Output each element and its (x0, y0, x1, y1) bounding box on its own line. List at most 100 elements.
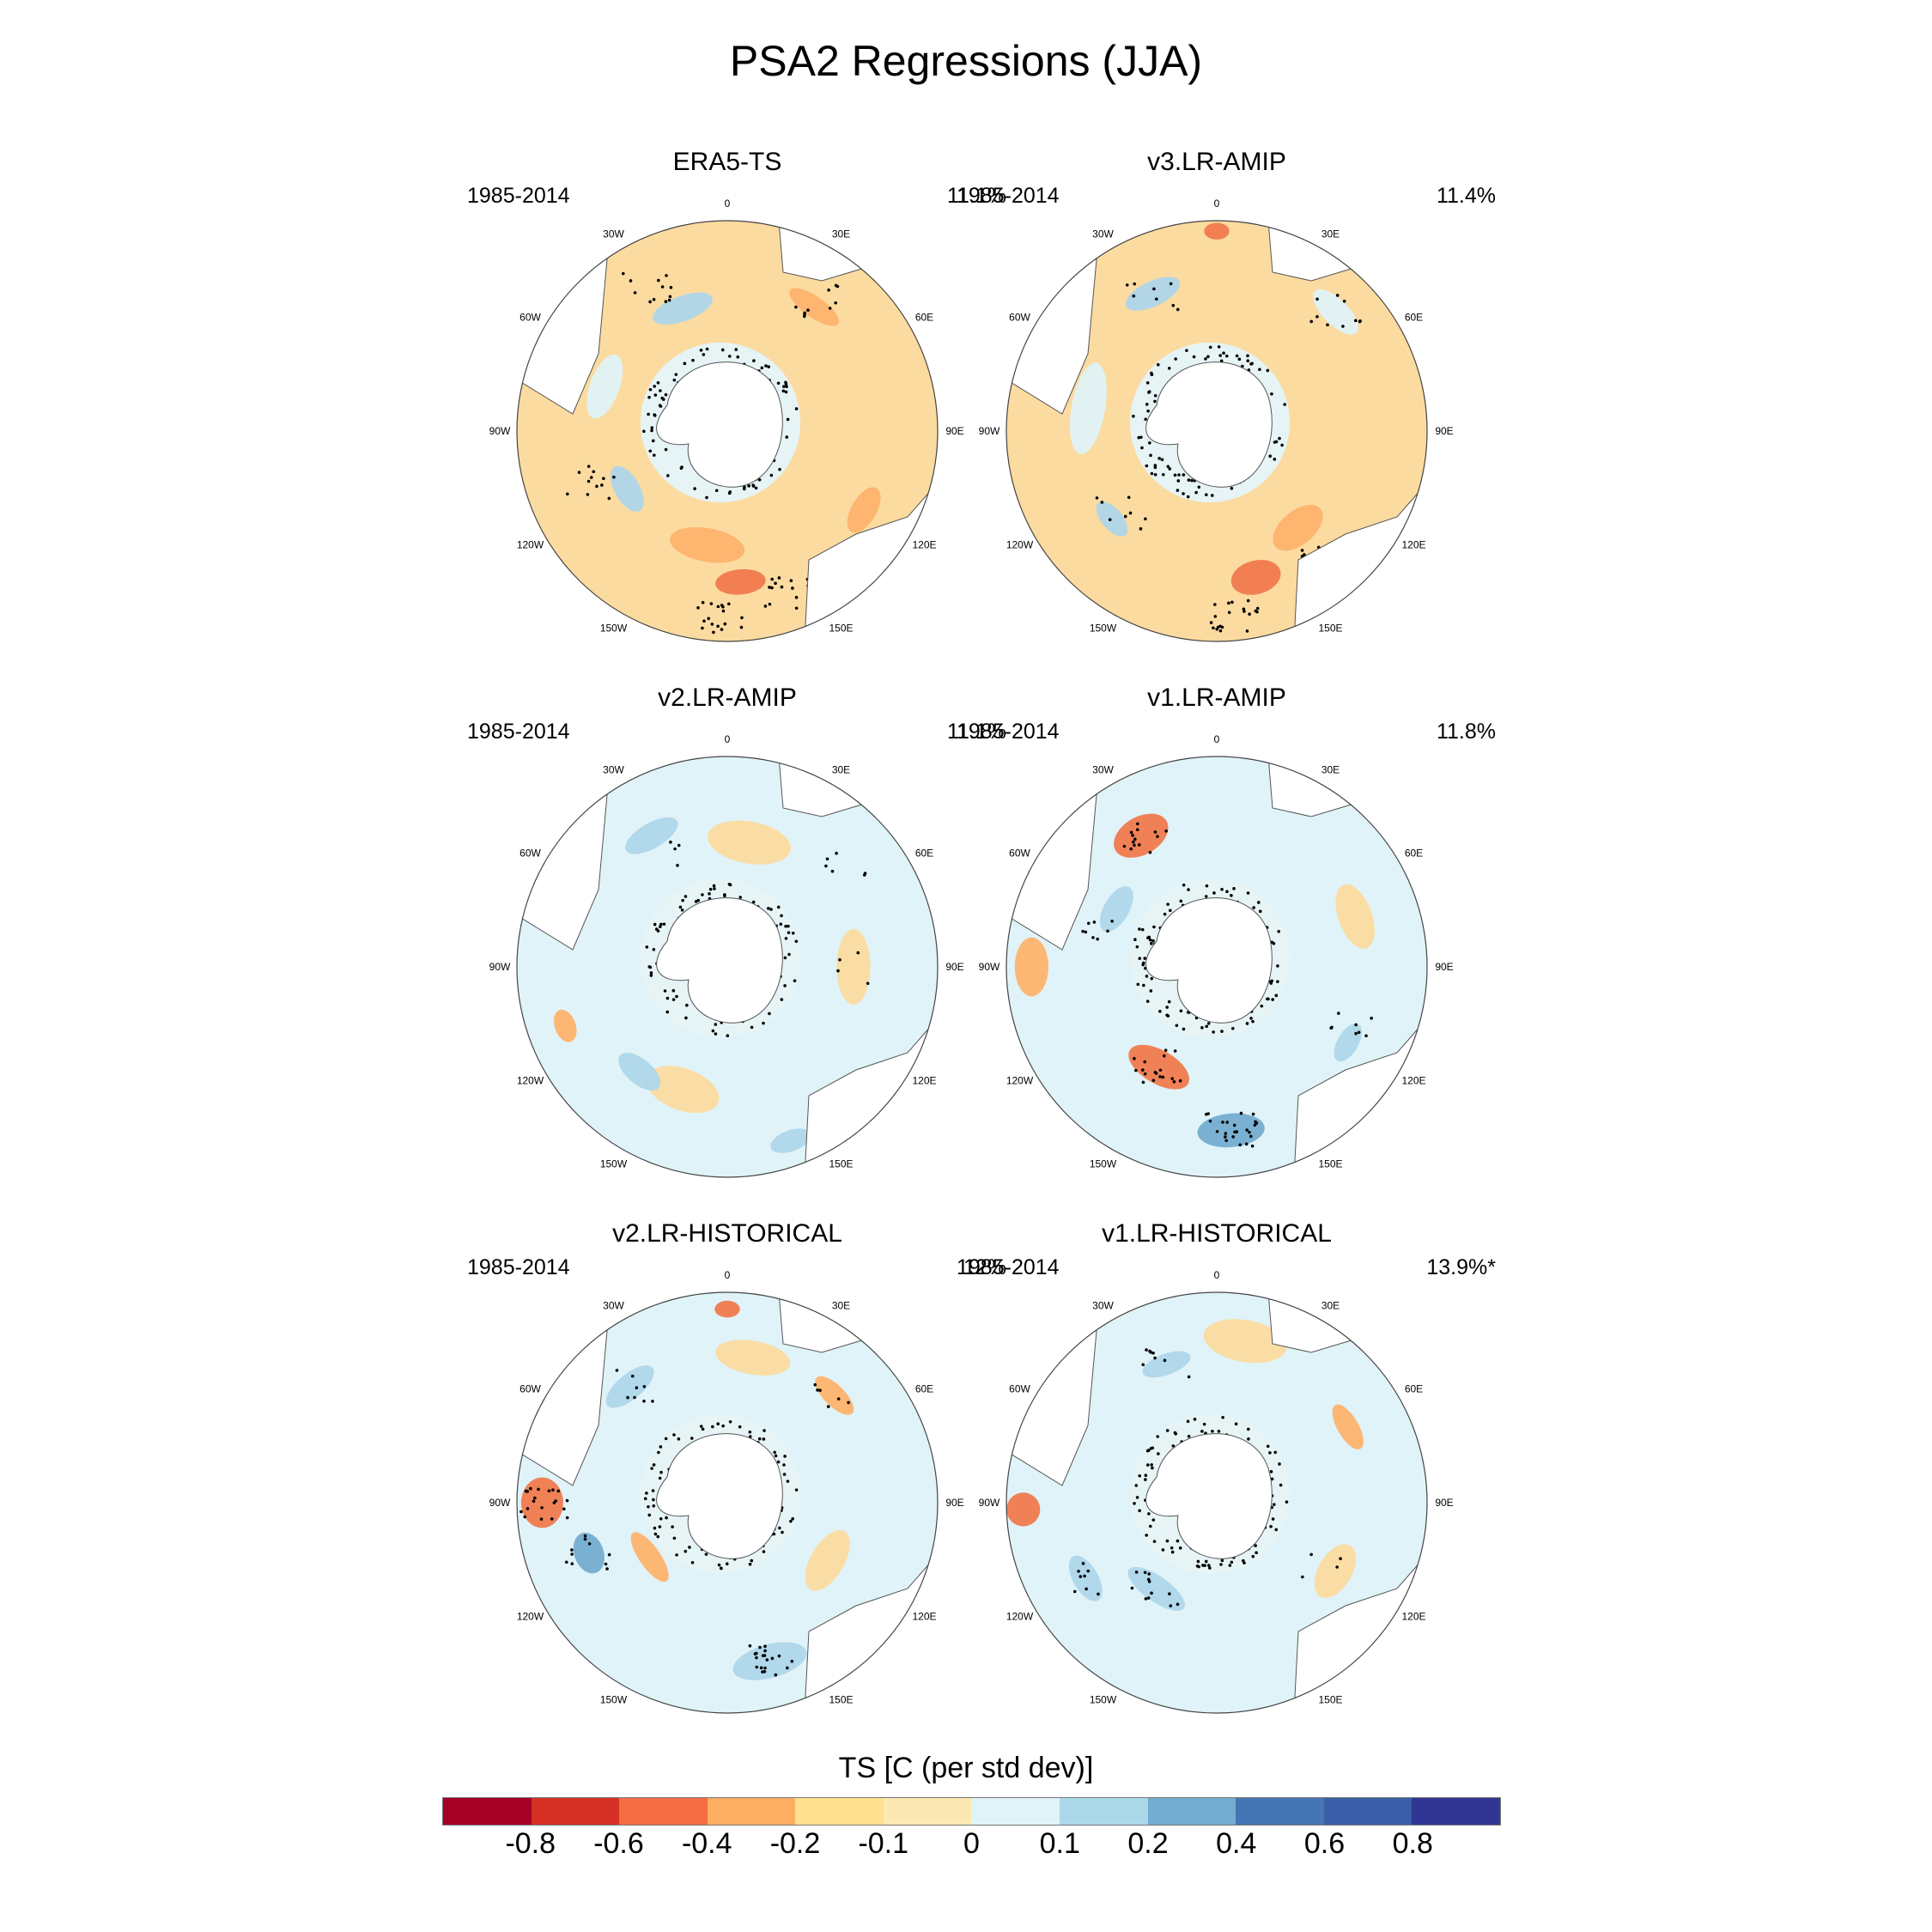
significance-dot (721, 1425, 725, 1428)
significance-dot (652, 1498, 655, 1502)
significance-dot (653, 453, 656, 457)
significance-dot (1162, 1076, 1165, 1079)
africa-landmass (779, 221, 865, 281)
significance-dot (702, 1428, 705, 1431)
colorbar-tick-label: 0.2 (1127, 1827, 1168, 1861)
significance-dot (1150, 1592, 1153, 1595)
significance-dot (1194, 1418, 1197, 1421)
map-panel-v1-lr-amip: v1.LR-AMIP 1985-2014 11.8% 0 30E 60E 90E 120… (916, 683, 1517, 1199)
significance-dot (1173, 1080, 1176, 1084)
significance-dot (1151, 1446, 1154, 1449)
significance-dot (1257, 901, 1261, 904)
significance-dot (1140, 447, 1144, 450)
significance-dot (787, 925, 790, 928)
longitude-label: 30E (832, 764, 850, 776)
significance-dot (1213, 603, 1217, 606)
significance-dot (659, 404, 663, 408)
significance-dot (1097, 1593, 1100, 1596)
significance-dot (1337, 1012, 1340, 1015)
significance-dot (654, 1533, 658, 1536)
significance-dot (548, 1489, 551, 1492)
significance-dot (1278, 1462, 1281, 1466)
significance-dot (650, 974, 653, 977)
significance-dot (1150, 977, 1153, 981)
significance-dot (1155, 1072, 1158, 1075)
significance-dot (1084, 1588, 1088, 1591)
significance-dot (647, 965, 651, 969)
significance-dot (526, 1507, 530, 1510)
significance-dot (1170, 1077, 1174, 1080)
significance-dot (1152, 1078, 1156, 1082)
significance-dot (713, 887, 716, 890)
longitude-label: 120W (517, 1075, 544, 1087)
significance-dot (1154, 473, 1157, 477)
significance-dot (1182, 473, 1186, 477)
significance-dot (1151, 374, 1154, 377)
significance-dot (1187, 1420, 1190, 1424)
significance-dot (1185, 349, 1188, 352)
significance-dot (762, 1550, 766, 1553)
significance-dot (824, 865, 828, 868)
significance-dot (1224, 1139, 1228, 1142)
significance-dot (669, 841, 672, 844)
significance-dot (1149, 454, 1152, 458)
significance-dot (1163, 913, 1167, 916)
significance-dot (1267, 998, 1270, 1001)
significance-dot (780, 914, 783, 918)
longitude-label: 180 (1208, 1724, 1225, 1726)
significance-dot (675, 995, 678, 999)
significance-dot (1370, 1017, 1373, 1020)
significance-dot (1220, 1030, 1224, 1033)
significance-dot (1238, 358, 1242, 361)
significance-dot (792, 932, 795, 935)
panel-title: v3.LR-AMIP (916, 148, 1517, 177)
significance-dot (1276, 980, 1279, 983)
longitude-label: 30E (832, 1300, 850, 1312)
significance-dot (778, 1527, 781, 1530)
significance-dot (562, 1507, 566, 1510)
significance-dot (605, 1563, 608, 1566)
significance-dot (659, 1517, 663, 1521)
significance-dot (602, 477, 605, 480)
significance-dot (734, 348, 738, 351)
longitude-label: 30E (1321, 1300, 1340, 1312)
significance-dot (1221, 626, 1224, 629)
significance-dot (1219, 1563, 1223, 1566)
significance-dot (726, 1034, 729, 1037)
significance-dot (755, 1666, 758, 1669)
significance-dot (1174, 474, 1177, 477)
significance-dot (1174, 357, 1177, 361)
significance-dot (736, 355, 739, 359)
significance-dot (642, 1400, 646, 1403)
longitude-label: 90E (1435, 425, 1453, 437)
significance-dot (784, 380, 787, 384)
africa-landmass (1268, 1292, 1354, 1352)
significance-dot (1252, 906, 1255, 909)
significance-dot (1131, 1587, 1134, 1590)
significance-dot (1150, 942, 1153, 945)
significance-dot (612, 476, 616, 479)
significance-dot (1197, 1560, 1200, 1564)
significance-dot (1136, 945, 1139, 949)
significance-dot (648, 449, 652, 453)
significance-dot (1343, 300, 1346, 303)
significance-dot (1096, 938, 1099, 941)
significance-dot (1251, 1020, 1255, 1024)
significance-dot (661, 285, 665, 289)
significance-dot (778, 1655, 781, 1658)
significance-dot (1251, 1555, 1255, 1558)
longitude-label: 150E (829, 622, 853, 634)
significance-dot (681, 908, 684, 912)
significance-dot (1147, 1572, 1151, 1576)
significance-dot (551, 1488, 555, 1492)
significance-dot (1138, 843, 1141, 847)
significance-dot (683, 362, 687, 366)
significance-dot (1146, 410, 1150, 413)
significance-dot (1225, 355, 1229, 358)
significance-dot (1221, 1416, 1224, 1419)
significance-dot (1224, 1132, 1228, 1135)
significance-dot (791, 1660, 794, 1663)
significance-dot (1083, 1575, 1086, 1578)
significance-dot (587, 480, 591, 483)
significance-dot (794, 306, 798, 309)
